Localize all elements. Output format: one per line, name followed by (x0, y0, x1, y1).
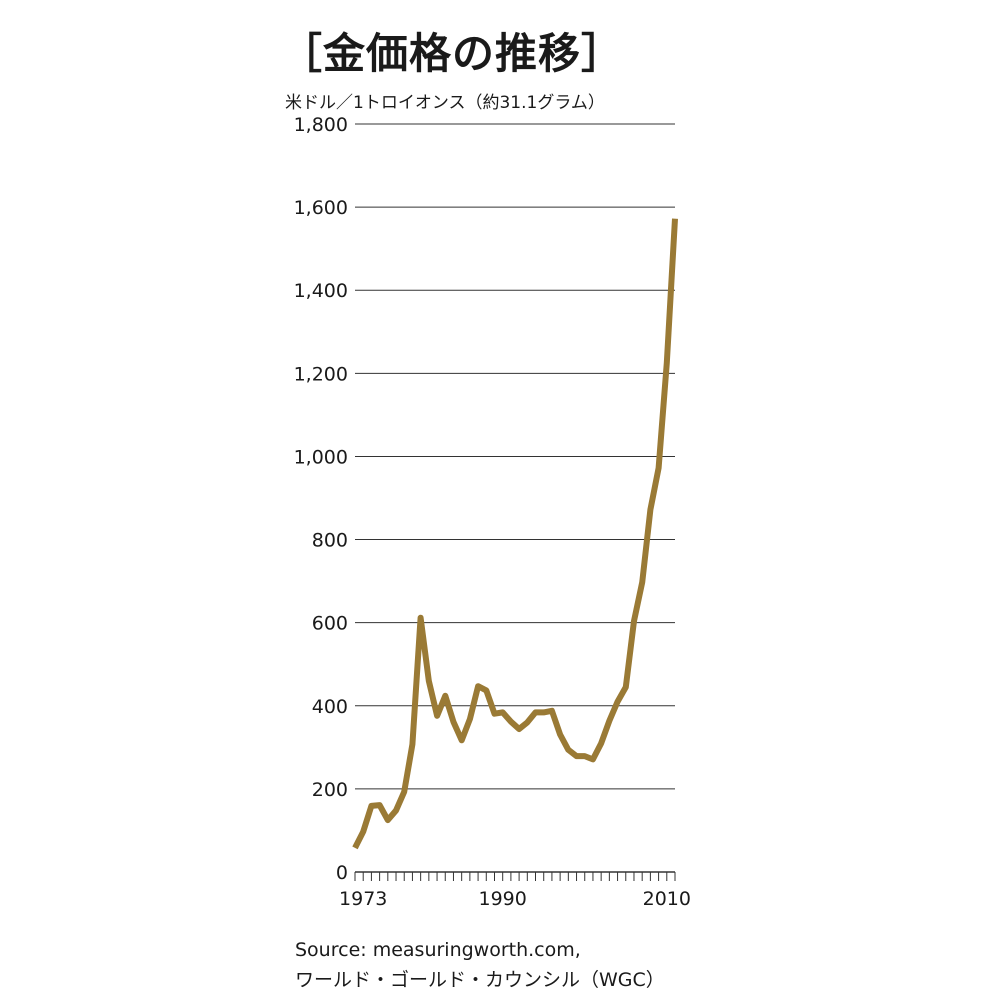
x-tick-label: 1990 (479, 888, 527, 910)
chart-title: ［金価格の推移］ (280, 29, 625, 78)
y-tick-label: 1,400 (294, 280, 348, 302)
y-tick-label: 0 (336, 862, 348, 884)
y-tick-label: 1,600 (294, 197, 348, 219)
y-tick-label: 200 (312, 779, 348, 801)
y-tick-label: 1,800 (294, 114, 348, 136)
y-tick-label: 600 (312, 613, 348, 635)
x-tick-labels: 1973 1990 2010 (339, 888, 691, 910)
x-tick-label: 2010 (643, 888, 691, 910)
source-note: Source: measuringworth.com, ワールド・ゴールド・カウ… (295, 935, 665, 995)
y-axis-unit-label: 米ドル／1トロイオンス（約31.1グラム） (285, 93, 605, 113)
source-line-2: ワールド・ゴールド・カウンシル（WGC） (295, 969, 665, 991)
y-tick-label: 1,200 (294, 363, 348, 385)
y-tick-label: 1,000 (294, 446, 348, 468)
gold-price-line (352, 218, 678, 850)
y-tick-label: 400 (312, 696, 348, 718)
y-tick-labels: 0 200 400 600 800 1,000 1,200 1,400 1,600 1,800 (294, 114, 348, 884)
x-tick-label: 1973 (339, 888, 387, 910)
y-tick-label: 800 (312, 530, 348, 552)
grid-lines (355, 123, 675, 790)
source-line-1: Source: measuringworth.com, (295, 939, 581, 961)
x-axis (354, 871, 676, 881)
series-layer (352, 218, 678, 850)
